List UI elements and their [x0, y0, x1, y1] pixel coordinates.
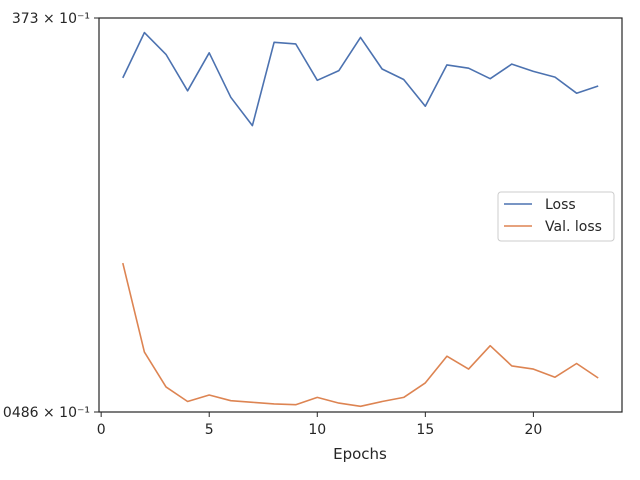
x-tick-label: 5: [205, 422, 214, 438]
legend-label: Loss: [545, 197, 576, 213]
series-line-2: [122, 262, 599, 408]
plot-area: [122, 31, 599, 408]
x-axis-label: Epochs: [333, 445, 387, 463]
axes: 0 5 10 15 20 373 × 10⁻¹ 0486 × 10⁻¹: [3, 11, 623, 438]
legend: Loss Val. loss: [497, 191, 615, 242]
x-tick-label: 0: [97, 422, 106, 438]
x-tick-label: 20: [524, 422, 542, 438]
y-tick-label: 0486 × 10⁻¹: [3, 405, 90, 421]
legend-label: Val. loss: [545, 219, 602, 235]
x-tick-label: 10: [308, 422, 326, 438]
plot-frame: [98, 17, 623, 413]
x-tick-label: 15: [416, 422, 434, 438]
y-tick-label: 373 × 10⁻¹: [12, 11, 90, 27]
series-line-1: [122, 31, 599, 127]
